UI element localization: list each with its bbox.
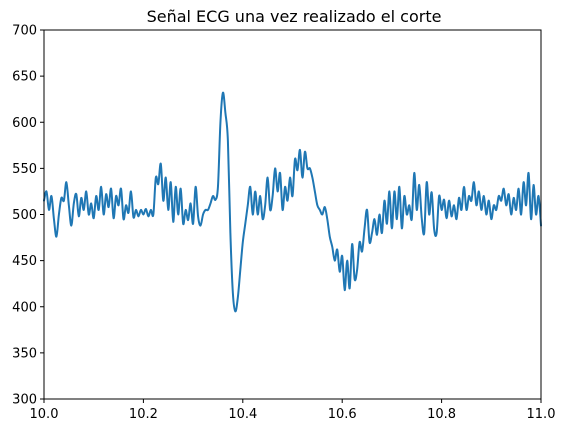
y-tick-label: 400 [12, 300, 37, 315]
y-tick-label: 650 [12, 70, 37, 85]
y-tick-label: 500 [12, 208, 37, 223]
x-tick-label: 10.0 [30, 407, 59, 422]
y-tick-label: 600 [12, 116, 37, 131]
x-tick-label: 10.6 [328, 407, 357, 422]
y-axis: 300 350 400 450 500 550 600 650 700 [12, 24, 44, 408]
x-tick-label: 10.4 [228, 407, 257, 422]
y-tick-label: 350 [12, 346, 37, 361]
y-tick-label: 300 [12, 393, 37, 408]
y-tick-label: 550 [12, 162, 37, 177]
chart-title: Señal ECG una vez realizado el corte [147, 7, 442, 26]
axes-frame [43, 29, 542, 400]
y-tick-label: 700 [12, 24, 37, 39]
y-tick-label: 450 [12, 254, 37, 269]
ecg-series-line [43, 91, 542, 313]
plot-area [43, 91, 542, 313]
x-tick-label: 11.0 [527, 407, 556, 422]
x-tick-label: 10.8 [427, 407, 456, 422]
x-axis: 10.0 10.2 10.4 10.6 10.8 11.0 [30, 399, 556, 422]
x-tick-label: 10.2 [129, 407, 158, 422]
